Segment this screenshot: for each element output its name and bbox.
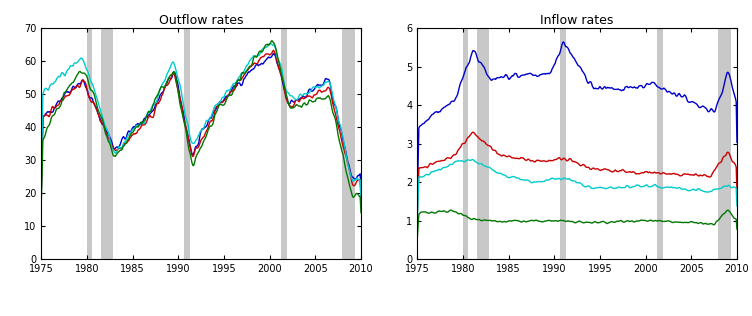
Bar <box>342 28 356 259</box>
Bar <box>87 28 92 259</box>
Bar <box>463 28 468 259</box>
Title: Inflow rates: Inflow rates <box>541 14 614 27</box>
Title: Outflow rates: Outflow rates <box>159 14 244 27</box>
Bar <box>183 28 190 259</box>
Bar <box>477 28 490 259</box>
Bar <box>280 28 287 259</box>
Bar <box>101 28 114 259</box>
Bar <box>656 28 663 259</box>
Bar <box>718 28 732 259</box>
Bar <box>559 28 566 259</box>
